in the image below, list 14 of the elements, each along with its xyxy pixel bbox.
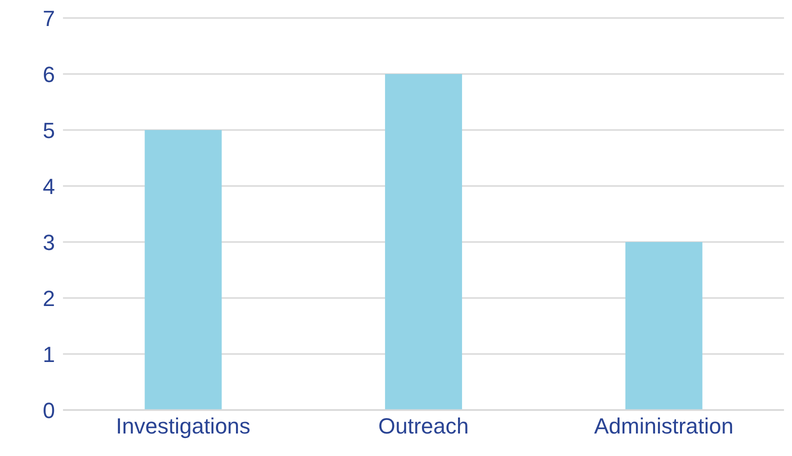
x-tick-label: Outreach <box>378 414 469 439</box>
y-tick-label: 1 <box>42 342 55 367</box>
y-tick-label: 6 <box>42 62 55 87</box>
bar <box>144 130 222 410</box>
x-tick-label: Investigations <box>116 414 250 439</box>
bar <box>625 242 702 410</box>
y-tick-label: 7 <box>42 6 55 31</box>
y-tick-label: 5 <box>42 118 55 143</box>
bar <box>385 74 462 410</box>
y-tick-label: 0 <box>42 398 55 423</box>
x-tick-label: Administration <box>594 414 734 439</box>
y-tick-label: 3 <box>42 230 55 255</box>
y-tick-label: 4 <box>42 174 55 199</box>
y-tick-label: 2 <box>42 286 55 311</box>
